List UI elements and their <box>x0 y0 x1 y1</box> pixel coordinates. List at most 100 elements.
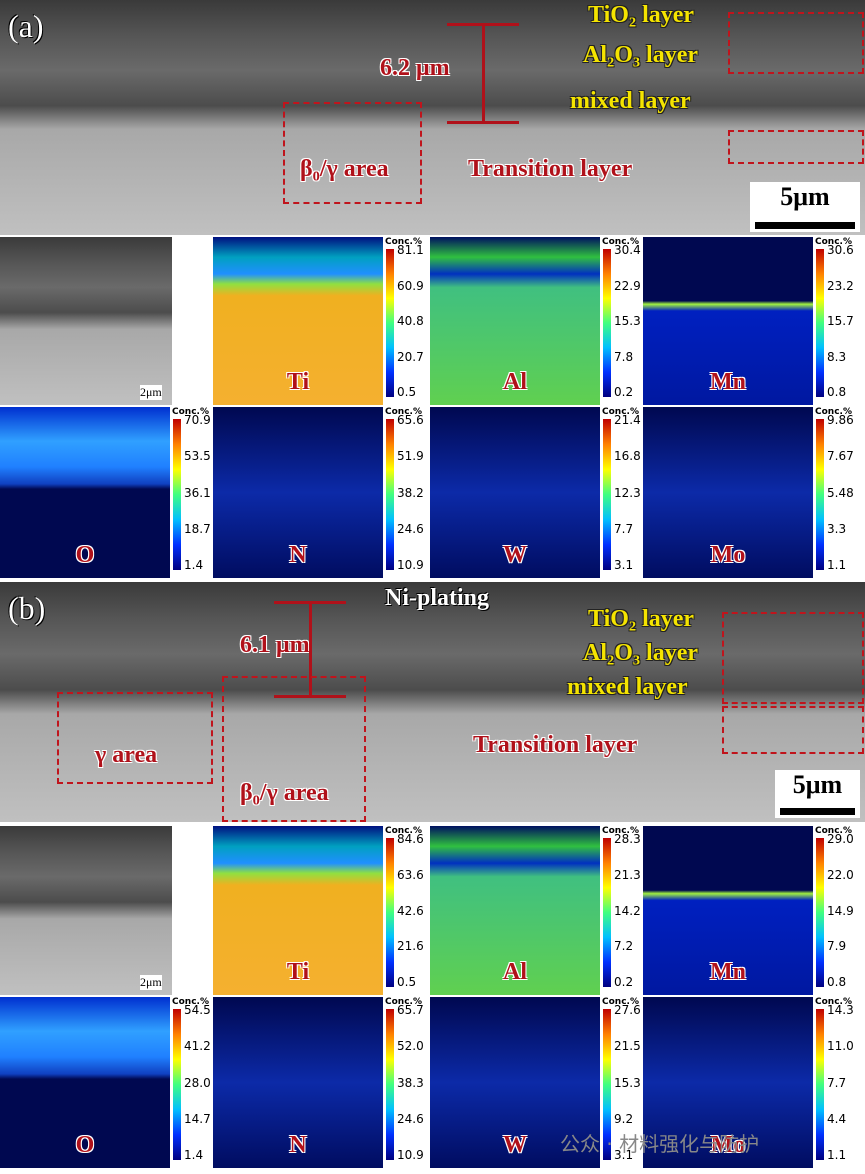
colorbar-tick: 3.1 <box>614 558 634 572</box>
eds-map <box>0 997 170 1168</box>
area-label: β₀/γ area <box>300 156 389 182</box>
colorbar-unit: Conc.% <box>172 407 209 417</box>
colorbar-tick: 36.1 <box>184 485 211 500</box>
layer-label: TiO₂ layer <box>588 2 695 28</box>
colorbar-tick: 51.9 <box>397 449 424 464</box>
colorbar-unit: Conc.% <box>815 826 852 836</box>
colorbar <box>173 419 181 570</box>
arrow-bar <box>274 695 346 698</box>
colorbar-tick: 5.48 <box>827 485 854 500</box>
colorbar-tick: 24.6 <box>397 1111 424 1126</box>
colorbar <box>816 838 824 987</box>
colorbar-unit: Conc.% <box>172 997 209 1007</box>
scale-bar <box>755 222 855 229</box>
colorbar-tick: 7.9 <box>827 939 847 954</box>
colorbar-unit: Conc.% <box>815 997 852 1007</box>
colorbar-tick: 15.7 <box>827 314 854 328</box>
colorbar-unit: Conc.% <box>815 237 852 247</box>
colorbar <box>386 249 394 397</box>
element-label: N <box>289 542 307 568</box>
colorbar <box>816 249 824 397</box>
element-label: W <box>503 542 527 568</box>
colorbar-tick: 1.4 <box>184 558 204 572</box>
thickness-label: 6.1 μm <box>240 632 310 658</box>
colorbar <box>386 838 394 987</box>
colorbar-unit: Conc.% <box>385 237 422 247</box>
colorbar-tick: 9.86 <box>827 413 854 427</box>
colorbar-tick: 28.0 <box>184 1075 211 1090</box>
eds-map <box>0 407 170 578</box>
colorbar-tick: 21.5 <box>614 1039 641 1054</box>
colorbar-unit: Conc.% <box>602 407 639 417</box>
scale-bar <box>780 808 855 815</box>
area-box <box>57 692 213 784</box>
colorbar-tick: 84.6 <box>397 832 424 846</box>
layer-label: TiO₂ layer <box>588 606 695 632</box>
colorbar-tick: 70.9 <box>184 413 211 427</box>
layer-label: Al₂O₃ layer <box>583 42 699 68</box>
colorbar-tick: 0.5 <box>397 385 417 399</box>
eds-map <box>430 237 600 405</box>
colorbar-tick: 54.5 <box>184 1003 211 1017</box>
colorbar-tick: 14.3 <box>827 1003 854 1017</box>
colorbar-tick: 16.8 <box>614 449 641 464</box>
colorbar <box>603 1009 611 1160</box>
colorbar-tick: 42.6 <box>397 903 424 918</box>
colorbar-tick: 21.4 <box>614 413 641 427</box>
colorbar-tick: 22.0 <box>827 867 854 882</box>
arrow-bar <box>447 121 519 124</box>
colorbar-tick: 52.0 <box>397 1039 424 1054</box>
element-label: Mn <box>710 959 746 985</box>
colorbar-tick: 14.9 <box>827 903 854 918</box>
eds-map <box>430 826 600 995</box>
sem-image <box>0 0 865 235</box>
colorbar-tick: 21.6 <box>397 939 424 954</box>
colorbar <box>603 838 611 987</box>
colorbar-tick: 30.6 <box>827 243 854 257</box>
colorbar-tick: 40.8 <box>397 314 424 328</box>
colorbar-unit: Conc.% <box>602 826 639 836</box>
colorbar-tick: 8.3 <box>827 349 847 364</box>
area-box <box>283 102 422 204</box>
arrow-bar <box>447 23 519 26</box>
colorbar-tick: 41.2 <box>184 1039 211 1054</box>
colorbar-tick: 14.7 <box>184 1111 211 1126</box>
colorbar-tick: 0.5 <box>397 975 417 989</box>
colorbar-tick: 21.3 <box>614 867 641 882</box>
colorbar <box>816 1009 824 1160</box>
colorbar-tick: 20.7 <box>397 349 424 364</box>
colorbar-tick: 0.8 <box>827 385 847 399</box>
eds-map <box>430 407 600 578</box>
eds-map <box>213 237 383 405</box>
layer-label: mixed layer <box>570 88 691 114</box>
colorbar-tick: 23.2 <box>827 278 854 293</box>
eds-map <box>213 407 383 578</box>
panel-label: (b) <box>8 590 46 626</box>
colorbar-unit: Conc.% <box>385 826 422 836</box>
colorbar-tick: 0.2 <box>614 975 634 989</box>
colorbar-tick: 7.8 <box>614 349 634 364</box>
element-label: Al <box>503 959 527 985</box>
element-label: O <box>75 1132 95 1158</box>
element-label: Mo <box>710 542 746 568</box>
colorbar-unit: Conc.% <box>385 997 422 1007</box>
colorbar-tick: 7.7 <box>827 1075 847 1090</box>
element-label: N <box>289 1132 307 1158</box>
sem-thumbnail <box>0 826 172 995</box>
colorbar-tick: 10.9 <box>397 558 424 572</box>
colorbar-unit: Conc.% <box>602 997 639 1007</box>
colorbar-tick: 28.3 <box>614 832 641 846</box>
colorbar-tick: 4.4 <box>827 1111 847 1126</box>
element-label: Mo <box>710 1132 746 1158</box>
thickness-label: 6.2 μm <box>380 55 450 81</box>
colorbar <box>603 419 611 570</box>
watermark: 公众 · 材料强化与防护 <box>560 1132 760 1156</box>
colorbar <box>386 1009 394 1160</box>
dashed-outline <box>722 612 864 704</box>
element-label: Al <box>503 369 527 395</box>
element-label: O <box>75 542 95 568</box>
colorbar-tick: 1.1 <box>827 1148 847 1162</box>
area-label: γ area <box>95 742 158 768</box>
colorbar-tick: 27.6 <box>614 1003 641 1017</box>
